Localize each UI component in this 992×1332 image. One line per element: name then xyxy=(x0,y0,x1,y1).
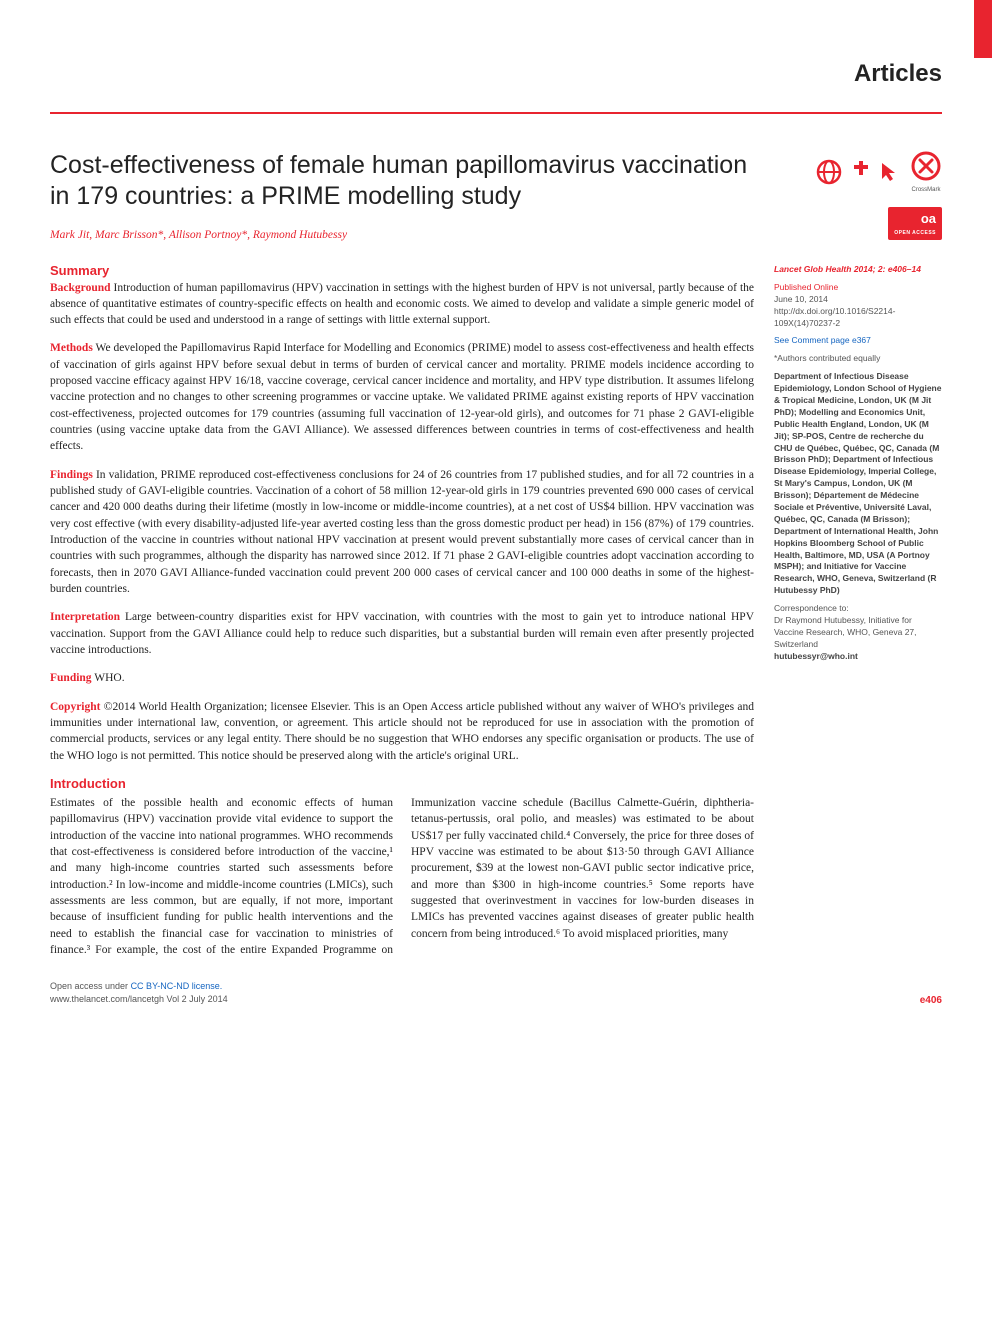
background-label: Background xyxy=(50,282,111,294)
health-cross-icon xyxy=(852,161,870,183)
journal-red-tab xyxy=(974,0,992,58)
correspondence-text: Dr Raymond Hutubessy, Initiative for Vac… xyxy=(774,615,917,649)
author-list: Mark Jit, Marc Brisson*, Allison Portnoy… xyxy=(50,229,754,241)
abstract-interpretation: Interpretation Large between-country dis… xyxy=(50,609,754,658)
published-date: June 10, 2014 xyxy=(774,294,828,304)
funding-label: Funding xyxy=(50,672,92,684)
published-online-label: Published Online xyxy=(774,282,838,292)
crossmark-icon xyxy=(910,150,942,182)
equal-contribution-note: *Authors contributed equally xyxy=(774,353,942,365)
article-title: Cost-effectiveness of female human papil… xyxy=(50,150,754,213)
section-header: Articles xyxy=(50,60,942,88)
copyright-label: Copyright xyxy=(50,701,100,713)
cc-license-link[interactable]: CC BY-NC-ND license. xyxy=(131,981,223,991)
affiliations: Department of Infectious Disease Epidemi… xyxy=(774,371,942,597)
abstract-methods: Methods We developed the Papillomavirus … xyxy=(50,340,754,454)
journal-footer-line: www.thelancet.com/lancetgh Vol 2 July 20… xyxy=(50,994,228,1004)
correspondence-email[interactable]: hutubessyr@who.int xyxy=(774,651,858,661)
globe-icon xyxy=(816,159,842,185)
journal-reference: Lancet Glob Health 2014; 2: e406–14 xyxy=(774,264,921,274)
methods-text: We developed the Papillomavirus Rapid In… xyxy=(50,342,754,452)
introduction-body: Estimates of the possible health and eco… xyxy=(50,795,754,958)
license-prefix: Open access under xyxy=(50,981,131,991)
abstract-copyright: Copyright ©2014 World Health Organizatio… xyxy=(50,699,754,764)
oa-label: oa xyxy=(921,211,936,226)
red-divider xyxy=(50,112,942,114)
correspondence-label: Correspondence to: xyxy=(774,603,849,613)
findings-text: In validation, PRIME reproduced cost-eff… xyxy=(50,469,754,595)
abstract-findings: Findings In validation, PRIME reproduced… xyxy=(50,467,754,598)
sidebar-icons: CrossMark xyxy=(774,150,942,193)
abstract-background: Background Introduction of human papillo… xyxy=(50,280,754,329)
background-text: Introduction of human papillomavirus (HP… xyxy=(50,282,754,327)
oa-sublabel: OPEN ACCESS xyxy=(894,230,936,236)
sidebar-column: CrossMark oa OPEN ACCESS Lancet Glob Hea… xyxy=(774,150,942,958)
cursor-icon xyxy=(880,161,900,183)
copyright-text: ©2014 World Health Organization; license… xyxy=(50,701,754,762)
summary-heading: Summary xyxy=(50,263,754,278)
page-number: e406 xyxy=(920,995,942,1006)
crossmark-label: CrossMark xyxy=(910,187,942,193)
open-access-badge: oa OPEN ACCESS xyxy=(888,207,942,240)
funding-text: WHO. xyxy=(94,672,124,684)
introduction-text: Estimates of the possible health and eco… xyxy=(50,795,754,958)
main-column: Cost-effectiveness of female human papil… xyxy=(50,150,754,958)
interpretation-label: Interpretation xyxy=(50,611,120,623)
doi-link[interactable]: http://dx.doi.org/10.1016/S2214-109X(14)… xyxy=(774,306,895,328)
interpretation-text: Large between-country disparities exist … xyxy=(50,611,754,656)
crossmark-badge[interactable]: CrossMark xyxy=(910,150,942,193)
findings-label: Findings xyxy=(50,469,93,481)
abstract-funding: Funding WHO. xyxy=(50,670,754,686)
page-footer: Open access under CC BY-NC-ND license. w… xyxy=(50,980,942,1005)
see-comment-link[interactable]: See Comment page e367 xyxy=(774,335,871,345)
sidebar-metadata: Lancet Glob Health 2014; 2: e406–14 Publ… xyxy=(774,264,942,663)
methods-label: Methods xyxy=(50,342,93,354)
introduction-heading: Introduction xyxy=(50,776,754,791)
